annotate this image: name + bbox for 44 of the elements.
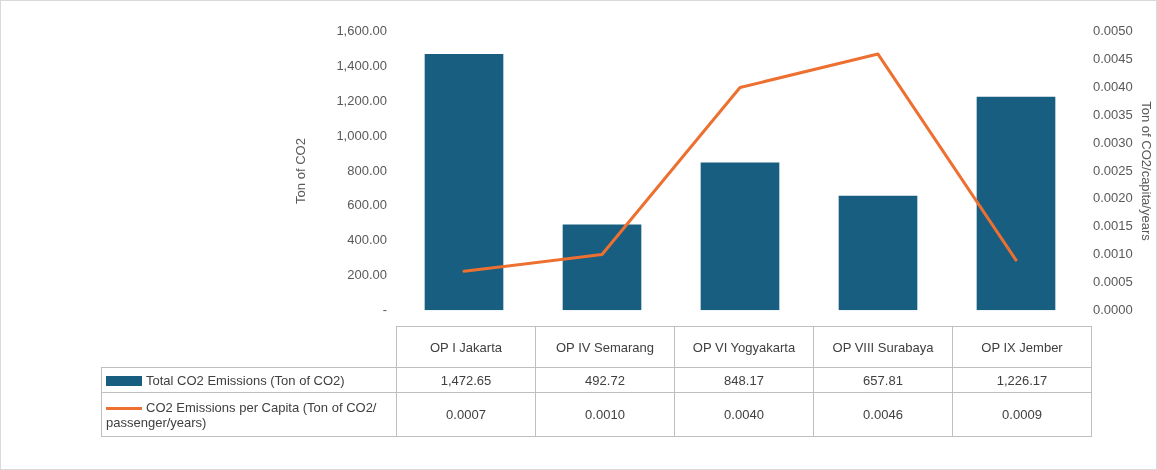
y-tick-label: 1,600.00: [336, 23, 387, 39]
y-tick-label: 600.00: [347, 197, 387, 213]
y2-tick-label: 0.0040: [1093, 79, 1133, 95]
data-label: 657.81: [813, 367, 953, 393]
y-tick-label: 400.00: [347, 232, 387, 248]
data-label: 1,226.17: [952, 367, 1092, 393]
y2-tick-label: 0.0010: [1093, 246, 1133, 262]
x-tick-label: OP VIII Surabaya: [813, 326, 953, 368]
data-label: 0.0046: [813, 392, 953, 437]
x-tick-label: OP VI Yogyakarta: [674, 326, 814, 368]
data-label: 0.0009: [952, 392, 1092, 437]
y2-tick-label: 0.0025: [1093, 162, 1133, 178]
data-label: 848.17: [674, 367, 814, 393]
legend-label: CO2 Emissions per Capita (Ton of CO2/ passenger/years): [101, 392, 397, 437]
bar: [976, 96, 1056, 311]
data-label: 0.0010: [535, 392, 675, 437]
bar: [562, 224, 642, 311]
y2-tick-label: 0.0015: [1093, 218, 1133, 234]
y2-tick-label: 0.0035: [1093, 106, 1133, 122]
y2-tick-label: 0.0020: [1093, 190, 1133, 206]
x-tick-label: OP I Jakarta: [396, 326, 536, 368]
bar: [838, 195, 918, 311]
bar: [700, 162, 780, 311]
x-tick-label: OP IV Semarang: [535, 326, 675, 368]
y2-tick-label: 0.0000: [1093, 301, 1133, 317]
y-tick-label: 200.00: [347, 266, 387, 282]
data-label: 0.0007: [396, 392, 536, 437]
y-tick-label: 1,000.00: [336, 127, 387, 143]
y-tick-label: -: [382, 301, 387, 317]
x-tick-label: OP IX Jember: [952, 326, 1092, 368]
data-label: 1,472.65: [396, 367, 536, 393]
y2-tick-label: 0.0005: [1093, 273, 1133, 289]
y2-tick-label: 0.0045: [1093, 51, 1133, 67]
y-tick-label: 800.00: [347, 162, 387, 178]
y-tick-label: 1,200.00: [336, 92, 387, 108]
data-label: 492.72: [535, 367, 675, 393]
bar: [424, 53, 504, 311]
y2-axis-title: Ton of CO2/capita/years: [1138, 101, 1154, 242]
y-tick-label: 1,400.00: [336, 58, 387, 74]
legend-label: Total CO2 Emissions (Ton of CO2): [101, 367, 397, 393]
y2-tick-label: 0.0050: [1093, 23, 1133, 39]
data-label: 0.0040: [674, 392, 814, 437]
y-axis-title: Ton of CO2: [293, 138, 309, 204]
y2-tick-label: 0.0030: [1093, 134, 1133, 150]
